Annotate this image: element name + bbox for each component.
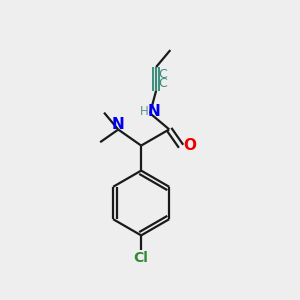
Text: O: O [183,138,196,153]
Text: H: H [140,105,148,118]
Text: N: N [147,104,160,119]
Text: C: C [158,77,167,90]
Text: C: C [158,68,167,81]
Text: N: N [112,117,124,132]
Text: Cl: Cl [134,251,148,265]
